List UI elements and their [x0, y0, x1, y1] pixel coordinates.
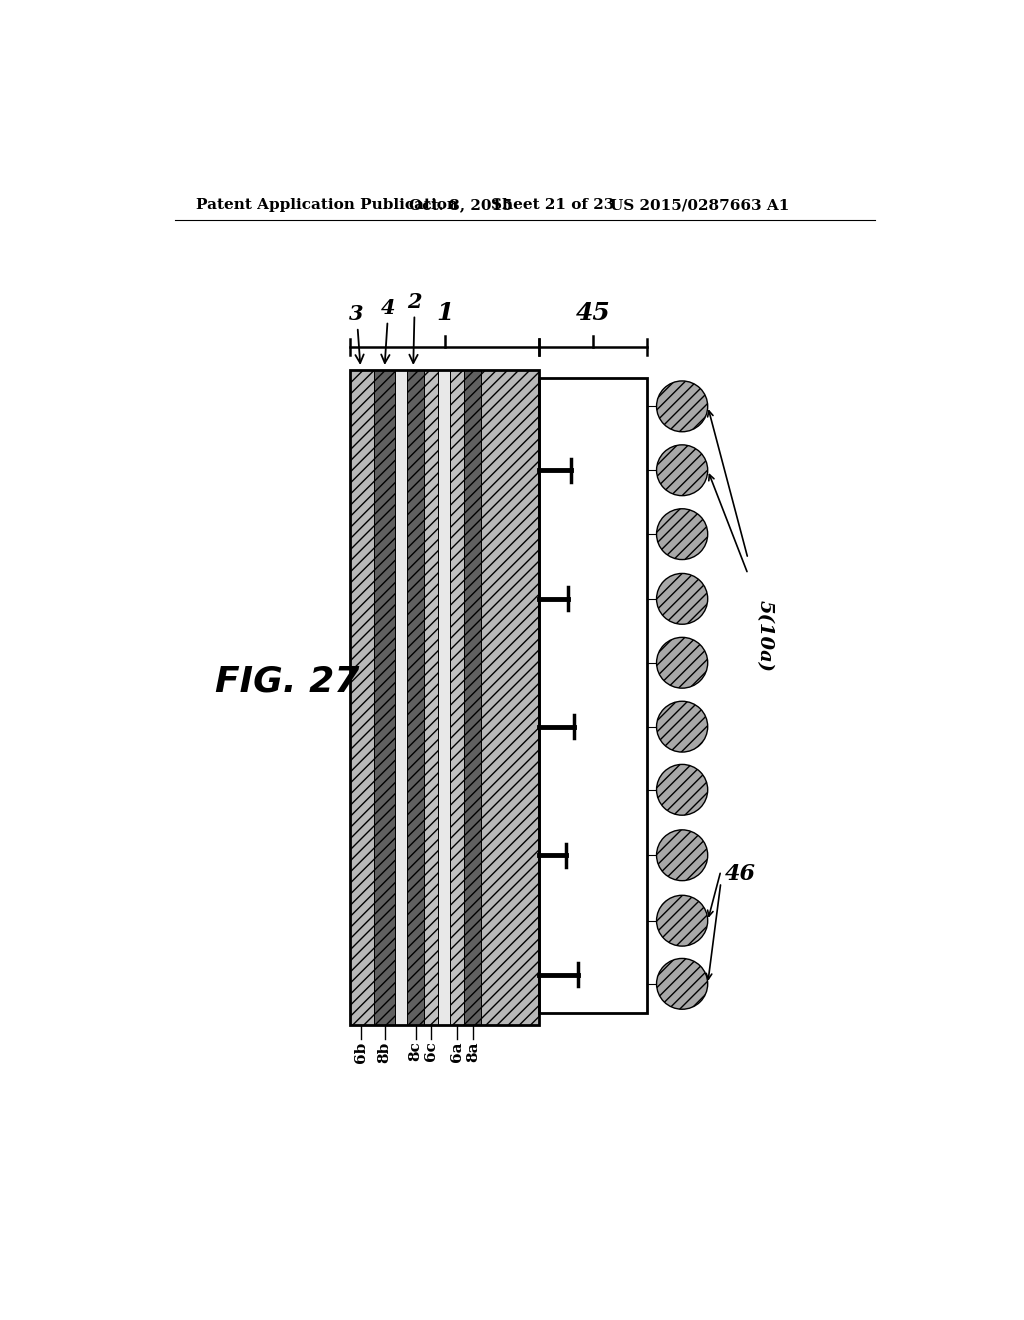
Text: Patent Application Publication: Patent Application Publication — [197, 198, 458, 213]
Bar — [350, 370, 539, 1024]
Text: 1: 1 — [436, 301, 454, 326]
Bar — [464, 370, 481, 1024]
Circle shape — [656, 381, 708, 432]
Text: Oct. 8, 2015: Oct. 8, 2015 — [409, 198, 512, 213]
Text: 4: 4 — [381, 298, 395, 363]
Text: Sheet 21 of 23: Sheet 21 of 23 — [490, 198, 614, 213]
Circle shape — [656, 764, 708, 816]
Bar — [424, 370, 438, 1024]
Bar — [451, 370, 464, 1024]
Bar — [539, 378, 647, 1014]
Bar — [438, 370, 451, 1024]
Text: 45: 45 — [575, 301, 610, 326]
Bar — [350, 370, 375, 1024]
Bar — [481, 370, 539, 1024]
Circle shape — [656, 701, 708, 752]
Text: 8b: 8b — [378, 1041, 391, 1063]
Circle shape — [656, 573, 708, 624]
Circle shape — [656, 508, 708, 560]
Text: US 2015/0287663 A1: US 2015/0287663 A1 — [610, 198, 790, 213]
Text: 6b: 6b — [353, 1041, 368, 1063]
Text: 6a: 6a — [451, 1041, 464, 1063]
Circle shape — [656, 445, 708, 495]
Circle shape — [656, 638, 708, 688]
Text: 5(10a): 5(10a) — [756, 599, 774, 672]
Bar — [407, 370, 424, 1024]
Circle shape — [656, 895, 708, 946]
Text: FIG. 27: FIG. 27 — [215, 665, 359, 700]
Text: 8c: 8c — [409, 1041, 423, 1061]
Text: 46: 46 — [725, 863, 756, 886]
Text: 2: 2 — [408, 292, 422, 363]
Bar — [394, 370, 407, 1024]
Text: 6c: 6c — [424, 1041, 438, 1061]
Bar — [375, 370, 394, 1024]
Circle shape — [656, 830, 708, 880]
Text: 8a: 8a — [466, 1041, 480, 1063]
Circle shape — [656, 958, 708, 1010]
Text: 3: 3 — [349, 304, 364, 363]
